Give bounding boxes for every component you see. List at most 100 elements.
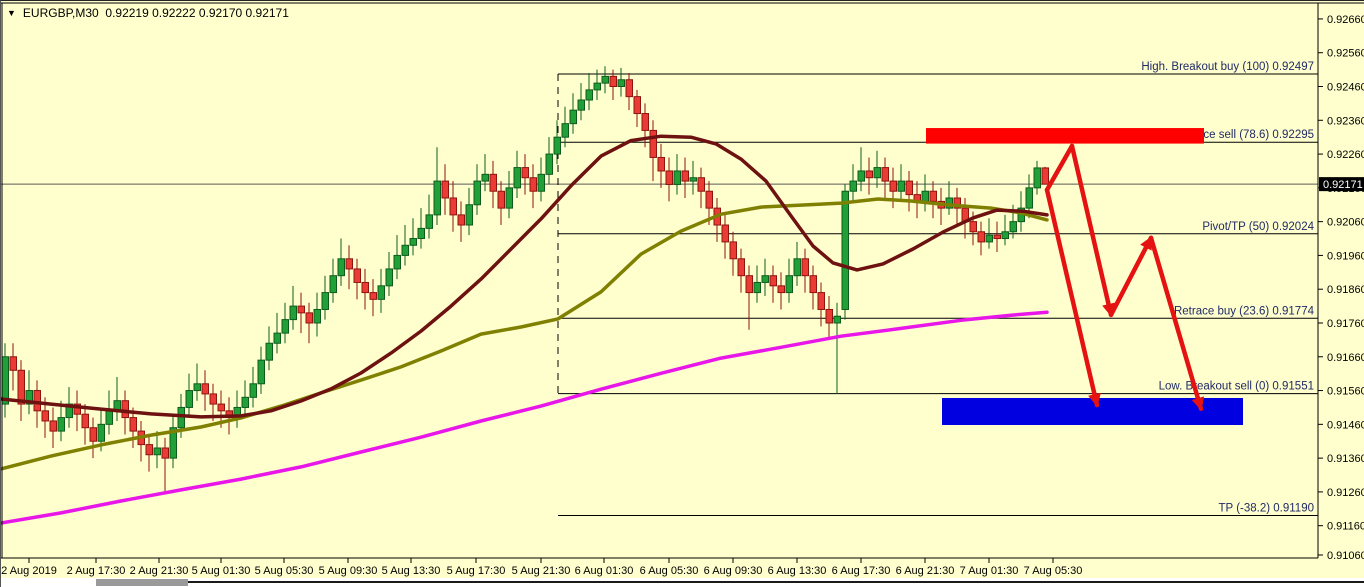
- candle-bearish: [361, 281, 369, 294]
- time-tick-label: 5 Aug 09:30: [319, 565, 378, 577]
- candle-bullish: [793, 258, 801, 277]
- candle-bearish: [145, 444, 153, 456]
- candle-bullish: [281, 319, 289, 334]
- candle-bullish: [553, 136, 561, 155]
- candle-bullish: [673, 170, 681, 185]
- candle-bullish: [273, 332, 281, 344]
- candle-bearish: [769, 275, 777, 287]
- candle-bearish: [953, 197, 961, 209]
- time-tick-label: 6 Aug 01:30: [575, 565, 634, 577]
- time-tick-label: 2 Aug 2019: [1, 565, 57, 577]
- price-tick-label: 0.92460: [1327, 82, 1364, 94]
- candle-bullish: [289, 305, 297, 321]
- candle-bearish: [737, 258, 745, 277]
- candle-bearish: [521, 167, 529, 179]
- candle-bearish: [305, 312, 313, 324]
- candle-bullish: [385, 268, 393, 287]
- candle-bearish: [801, 258, 809, 277]
- candle-bearish: [969, 221, 977, 233]
- candle-bullish: [481, 173, 489, 182]
- candle-bearish: [457, 214, 465, 226]
- candle-bearish: [697, 177, 705, 192]
- candle-bearish: [529, 177, 537, 192]
- candle-bullish: [1001, 231, 1009, 240]
- candle-bullish: [65, 403, 73, 419]
- time-tick-label: 6 Aug 13:30: [768, 565, 827, 577]
- candle-bearish: [665, 170, 673, 185]
- candle-bearish: [705, 190, 713, 209]
- time-tick-label: 5 Aug 13:30: [382, 565, 441, 577]
- forecast-arrow: [1108, 235, 1154, 318]
- candle-bullish: [409, 238, 417, 246]
- candle-bullish: [1, 356, 9, 405]
- candle-bullish: [873, 167, 881, 179]
- candle-bearish: [681, 170, 689, 182]
- price-tick-label: 0.92060: [1327, 217, 1364, 229]
- candle-bearish: [121, 400, 129, 419]
- candle-bearish: [657, 156, 665, 172]
- candle-bearish: [81, 413, 89, 429]
- price-tick-label: 0.91760: [1327, 318, 1364, 330]
- candle-bearish: [633, 96, 641, 115]
- price-tick-label: 0.91860: [1327, 284, 1364, 296]
- forecast-arrow: [1044, 187, 1101, 408]
- candle-bearish: [1041, 167, 1049, 185]
- candle-bullish: [265, 342, 273, 361]
- time-tick-label: 7 Aug 01:30: [960, 565, 1019, 577]
- candle-bullish: [337, 258, 345, 277]
- chart-title-bar: ▼ EURGBP,M30 0.92219 0.92222 0.92170 0.9…: [7, 6, 289, 20]
- candle-bullish: [689, 177, 697, 182]
- candle-bullish: [841, 190, 849, 310]
- candle-bullish: [593, 82, 601, 91]
- candle-bullish: [241, 396, 249, 408]
- candle-bearish: [201, 383, 209, 395]
- fib-level-label: TP (-38.2) 0.91190: [1219, 503, 1314, 515]
- forecast-arrow: [1044, 143, 1075, 193]
- candle-bullish: [761, 275, 769, 283]
- candle-bearish: [345, 258, 353, 270]
- price-tick-label: 0.91660: [1327, 352, 1364, 364]
- time-tick-label: 5 Aug 21:30: [512, 565, 571, 577]
- candle-bullish: [193, 383, 201, 392]
- time-axis[interactable]: 2 Aug 2019 2 Aug 17:30 2 Aug 21:30 5 Aug 01…: [1, 558, 1082, 577]
- forecast-arrow: [1069, 143, 1115, 318]
- price-tick-label: 0.91960: [1327, 250, 1364, 262]
- candle-bearish: [89, 427, 97, 442]
- candle-bearish: [641, 113, 649, 131]
- candle-bearish: [217, 403, 225, 412]
- candle-bearish: [729, 241, 737, 260]
- price-tick-label: 0.92660: [1327, 14, 1364, 26]
- scrollbar-thumb[interactable]: [96, 579, 188, 586]
- time-tick-label: 5 Aug 05:30: [255, 565, 314, 577]
- candle-bullish: [1025, 187, 1033, 209]
- candle-bearish: [17, 369, 25, 405]
- candle-bearish: [497, 190, 505, 209]
- candle-bearish: [33, 390, 41, 412]
- candle-bullish: [257, 359, 265, 385]
- candle-bullish: [1009, 221, 1017, 233]
- ma-dark-red-line: [1, 134, 1049, 419]
- symbol-dropdown-icon[interactable]: ▼: [7, 8, 16, 18]
- time-tick-label: 5 Aug 01:30: [192, 565, 251, 577]
- candle-bullish: [169, 427, 177, 459]
- time-tick-label: 6 Aug 05:30: [640, 565, 699, 577]
- candle-bearish: [129, 417, 137, 432]
- fib-level-label: Low. Breakout sell (0) 0.91551: [1159, 381, 1314, 393]
- candle-bearish: [161, 447, 169, 459]
- candle-bearish: [905, 180, 913, 196]
- candle-bullish: [321, 292, 329, 310]
- candle-bullish: [377, 285, 385, 300]
- price-tick-label: 0.91260: [1327, 487, 1364, 499]
- price-axis[interactable]: 0.92660 0.92560 0.92460 0.92360 0.92260 0.921…: [1318, 14, 1364, 562]
- ma-magenta-line: [1, 310, 1049, 525]
- candle-bullish: [313, 308, 321, 324]
- time-tick-label: 6 Aug 17:30: [832, 565, 891, 577]
- fib-level-label: Pivot/TP (50) 0.92024: [1202, 221, 1314, 233]
- candle-bullish: [753, 281, 761, 294]
- time-tick-label: 6 Aug 09:30: [704, 565, 763, 577]
- candle-bearish: [297, 305, 305, 314]
- ma-olive-line: [1, 197, 1049, 471]
